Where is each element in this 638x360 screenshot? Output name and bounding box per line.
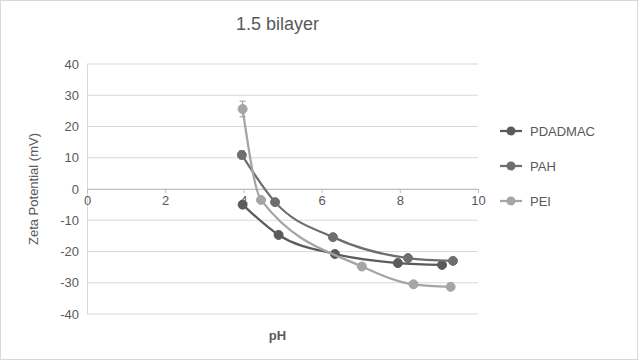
- y-tick: -10: [60, 213, 87, 228]
- y-axis-line: [87, 65, 88, 315]
- y-tick-label: 10: [65, 150, 79, 165]
- chart: -40-30-20-1001020304002468101.5 bilayerp…: [0, 0, 638, 360]
- chart-frame: [1, 1, 638, 360]
- series: [238, 101, 455, 291]
- plot-area: -40-30-20-100102030400246810: [60, 57, 486, 322]
- data-point: [328, 233, 337, 242]
- data-point: [438, 260, 447, 269]
- data-point: [271, 198, 280, 207]
- data-point: [256, 195, 265, 204]
- y-tick: 10: [65, 150, 87, 165]
- legend-marker: [507, 197, 516, 206]
- data-point: [446, 282, 455, 291]
- y-tick: 40: [65, 57, 87, 72]
- series-layer: [237, 101, 457, 291]
- grid: [87, 64, 478, 314]
- legend-marker: [507, 162, 516, 171]
- legend-entry: PEI: [500, 194, 551, 209]
- error-bar-cap: [240, 116, 246, 117]
- x-axis-title: pH: [269, 328, 286, 343]
- grid-line: [87, 282, 478, 283]
- x-tick: 6: [318, 189, 325, 208]
- grid-line: [87, 95, 478, 96]
- legend-entry: PAH: [500, 159, 556, 174]
- y-tick: -30: [60, 275, 87, 290]
- grid-line: [87, 251, 478, 252]
- y-tick-label: 40: [65, 57, 79, 72]
- legend: PDADMAC PAH PEI: [500, 124, 595, 209]
- x-tick-label: 2: [162, 193, 169, 208]
- y-tick: -40: [60, 307, 87, 322]
- data-point: [237, 150, 246, 159]
- y-tick-label: 30: [65, 88, 79, 103]
- x-tick-label: 10: [471, 193, 485, 208]
- y-tick-label: -20: [60, 244, 79, 259]
- data-point: [409, 280, 418, 289]
- y-tick-label: -30: [60, 275, 79, 290]
- x-tick-label: 8: [397, 193, 404, 208]
- legend-label: PEI: [530, 194, 551, 209]
- data-point: [404, 254, 413, 263]
- y-tick-label: -10: [60, 213, 79, 228]
- y-tick-label: -40: [60, 307, 79, 322]
- legend-label: PDADMAC: [530, 124, 595, 139]
- y-axis-title: Zeta Potential (mV): [26, 133, 41, 245]
- chart-title: 1.5 bilayer: [236, 14, 319, 34]
- x-axis: 0246810: [84, 189, 486, 208]
- series-line: [242, 155, 453, 261]
- error-bar-cap: [240, 101, 246, 102]
- grid-line: [87, 126, 478, 127]
- legend-marker: [507, 127, 516, 136]
- x-tick: 0: [84, 189, 91, 208]
- data-point: [448, 256, 457, 265]
- data-point: [274, 230, 283, 239]
- data-point: [357, 262, 366, 271]
- data-point: [238, 105, 247, 114]
- x-tick: 2: [162, 189, 169, 208]
- y-tick: 20: [65, 119, 87, 134]
- legend-entry: PDADMAC: [500, 124, 595, 139]
- y-tick-label: 0: [72, 182, 79, 197]
- x-tick: 8: [397, 189, 404, 208]
- series-line: [243, 109, 451, 287]
- x-tick-label: 6: [318, 193, 325, 208]
- x-tick: 10: [471, 189, 485, 208]
- y-tick: -20: [60, 244, 87, 259]
- grid-line: [87, 157, 478, 158]
- grid-line: [87, 220, 478, 221]
- data-point: [238, 200, 247, 209]
- y-tick-label: 20: [65, 119, 79, 134]
- legend-label: PAH: [530, 159, 556, 174]
- x-tick-label: 0: [84, 193, 91, 208]
- y-tick: 30: [65, 88, 87, 103]
- data-point: [393, 259, 402, 268]
- grid-line: [87, 314, 478, 315]
- grid-line: [87, 64, 478, 65]
- x-axis-line: [88, 190, 479, 194]
- series: [237, 150, 457, 265]
- y-axis: -40 -30 -20 -10 0 10 20 30 40: [60, 57, 87, 322]
